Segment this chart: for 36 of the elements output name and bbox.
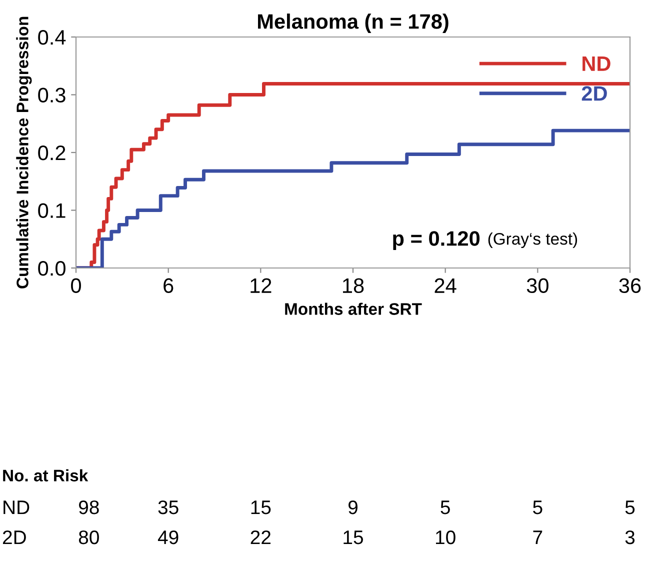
x-tick-label: 30 bbox=[526, 278, 548, 294]
text: 80 bbox=[78, 530, 99, 544]
text: No. at Risk bbox=[3, 469, 88, 482]
text: 5 bbox=[533, 500, 542, 514]
text: 98 bbox=[79, 500, 99, 514]
x-tick-label: 6 bbox=[164, 278, 174, 294]
x-axis-title: Months after SRT bbox=[285, 302, 422, 315]
y-tick-label: 0.1 bbox=[38, 203, 66, 218]
x-tick-label: 18 bbox=[343, 278, 364, 294]
text: 2D bbox=[2, 530, 26, 544]
text: 7 bbox=[533, 530, 542, 544]
text: 3 bbox=[625, 530, 635, 544]
x-tick-label: 24 bbox=[434, 278, 456, 293]
text: 5 bbox=[625, 500, 635, 514]
text: ND bbox=[4, 500, 30, 514]
x-tick-label: 0 bbox=[71, 278, 81, 294]
legend-label: 2D bbox=[582, 86, 607, 101]
text: 22 bbox=[250, 530, 271, 544]
text: 9 bbox=[348, 500, 358, 514]
y-tick-label: 0.2 bbox=[38, 146, 66, 160]
legend-label: ND bbox=[582, 56, 610, 71]
x-tick-label: 12 bbox=[250, 278, 272, 293]
text: 35 bbox=[158, 500, 178, 514]
chart-title: Melanoma (n = 178) bbox=[258, 14, 448, 33]
text: 10 bbox=[436, 530, 456, 544]
y-tick-label: 0.0 bbox=[38, 261, 66, 276]
annotation: p = 0.120 bbox=[393, 231, 480, 250]
text: 5 bbox=[440, 500, 450, 514]
text: 49 bbox=[158, 530, 178, 544]
y-tick-label: 0.4 bbox=[38, 30, 66, 45]
x-tick-label: 36 bbox=[619, 278, 641, 294]
text: 15 bbox=[251, 500, 271, 514]
y-tick-label: 0.3 bbox=[38, 88, 66, 103]
text: 15 bbox=[344, 530, 363, 544]
y-axis-title: Cumulative Incidence Progression bbox=[16, 16, 32, 288]
annotation: (Gray‘s test) bbox=[488, 232, 578, 248]
